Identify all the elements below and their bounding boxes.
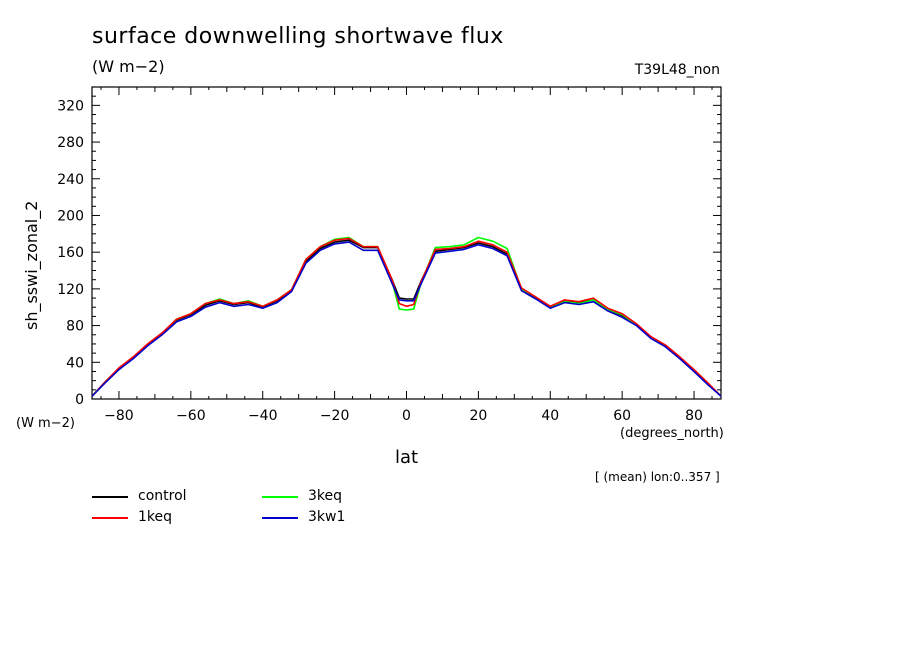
legend-swatch bbox=[262, 496, 298, 498]
x-axis-units: (degrees_north) bbox=[620, 426, 724, 441]
legend-swatch bbox=[92, 496, 128, 498]
x-tick-label: −40 bbox=[248, 408, 278, 424]
y-tick-label: 120 bbox=[57, 282, 84, 298]
x-tick-label: −20 bbox=[320, 408, 350, 424]
x-tick-label: −60 bbox=[176, 408, 206, 424]
plot-frame bbox=[91, 86, 722, 400]
x-tick-label: 0 bbox=[402, 408, 411, 424]
legend-label: 1keq bbox=[138, 509, 173, 525]
y-tick-label: 0 bbox=[75, 392, 84, 408]
chart-units: (W m−2) bbox=[92, 57, 165, 76]
averaging-note: [ (mean) lon:0..357 ] bbox=[595, 470, 720, 484]
y-tick-label: 200 bbox=[57, 208, 84, 224]
legend-label: 3kw1 bbox=[308, 509, 346, 525]
legend-label: control bbox=[138, 488, 187, 504]
y-tick-label: 280 bbox=[57, 135, 84, 151]
series-line-3kw1 bbox=[91, 241, 722, 397]
x-tick-label: 40 bbox=[541, 408, 559, 424]
series-line-1keq bbox=[91, 237, 722, 397]
x-tick-label: 20 bbox=[469, 408, 487, 424]
experiment-label: T39L48_non bbox=[634, 62, 720, 78]
y-tick-label: 160 bbox=[57, 245, 84, 261]
y-axis-units: (W m−2) bbox=[16, 416, 75, 431]
y-tick-label: 40 bbox=[66, 355, 84, 371]
y-tick-label: 80 bbox=[66, 319, 84, 335]
y-tick-label: 320 bbox=[57, 98, 84, 114]
legend-swatch bbox=[92, 517, 128, 519]
x-tick-label: 80 bbox=[685, 408, 703, 424]
legend-label: 3keq bbox=[308, 488, 343, 504]
x-tick-label: 60 bbox=[613, 408, 631, 424]
chart-title: surface downwelling shortwave flux bbox=[92, 24, 504, 49]
x-tick-label: −80 bbox=[104, 408, 134, 424]
legend-swatch bbox=[262, 517, 298, 519]
x-axis-label: lat bbox=[395, 447, 419, 468]
y-tick-label: 240 bbox=[57, 172, 84, 188]
